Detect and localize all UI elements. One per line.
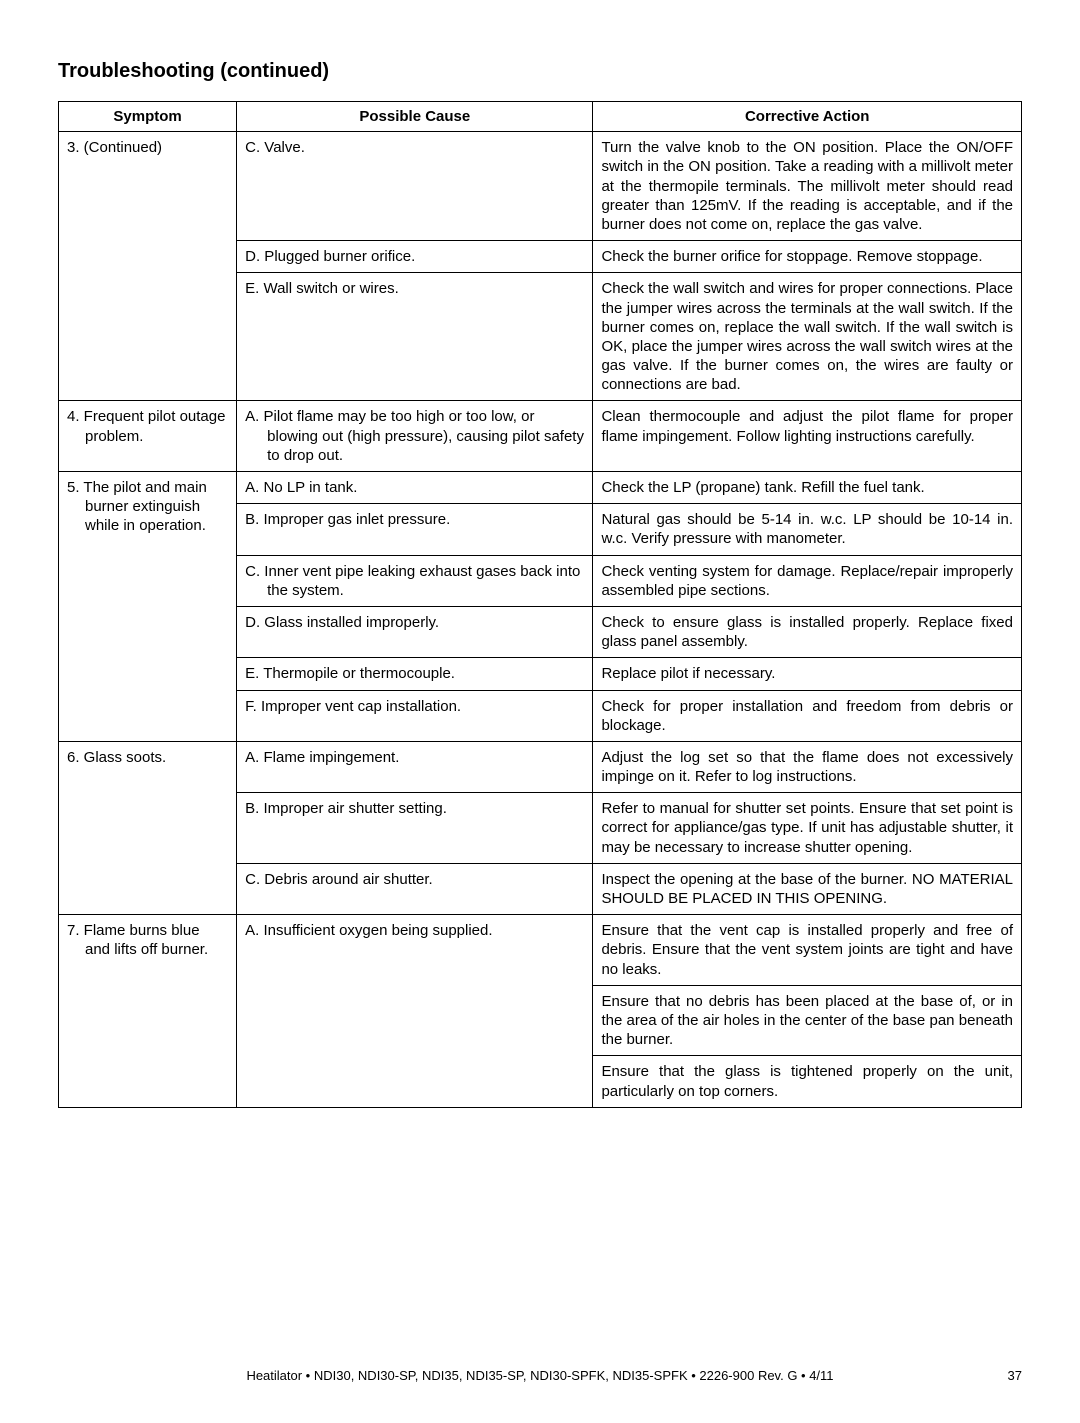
cell-action: Ensure that the glass is tightened prope… [593, 1056, 1022, 1107]
table-row: 3. (Continued)C. Valve.Turn the valve kn… [59, 132, 1022, 241]
table-row: 4. Frequent pilot outage problem.A. Pilo… [59, 401, 1022, 472]
cell-cause: C. Debris around air shutter. [237, 863, 593, 914]
cell-action: Natural gas should be 5-14 in. w.c. LP s… [593, 504, 1022, 555]
cell-cause: C. Inner vent pipe leaking exhaust gases… [237, 555, 593, 606]
cell-action: Check the burner orifice for stoppage. R… [593, 241, 1022, 273]
cell-action: Ensure that no debris has been placed at… [593, 985, 1022, 1056]
cell-action: Check the LP (propane) tank. Refill the … [593, 472, 1022, 504]
cell-cause: B. Improper air shutter setting. [237, 793, 593, 864]
cell-cause: D. Glass installed improperly. [237, 606, 593, 657]
cell-action: Check the wall switch and wires for prop… [593, 273, 1022, 401]
cell-action: Turn the valve knob to the ON position. … [593, 132, 1022, 241]
troubleshooting-table: Symptom Possible Cause Corrective Action… [58, 101, 1022, 1108]
cell-action: Check for proper installation and freedo… [593, 690, 1022, 741]
col-header-cause: Possible Cause [237, 102, 593, 132]
cell-cause: E. Wall switch or wires. [237, 273, 593, 401]
cell-action: Check venting system for damage. Replace… [593, 555, 1022, 606]
cell-cause: C. Valve. [237, 132, 593, 241]
cell-action: Clean thermocouple and adjust the pilot … [593, 401, 1022, 472]
col-header-symptom: Symptom [59, 102, 237, 132]
cell-cause: A. Flame impingement. [237, 741, 593, 792]
cell-symptom: 7. Flame burns blue and lifts off burner… [59, 915, 237, 1108]
cell-symptom: 5. The pilot and main burner extinguish … [59, 472, 237, 742]
cell-cause: A. No LP in tank. [237, 472, 593, 504]
table-row: 7. Flame burns blue and lifts off burner… [59, 915, 1022, 986]
table-row: 6. Glass soots.A. Flame impingement.Adju… [59, 741, 1022, 792]
cell-cause: F. Improper vent cap installation. [237, 690, 593, 741]
col-header-action: Corrective Action [593, 102, 1022, 132]
cell-action: Inspect the opening at the base of the b… [593, 863, 1022, 914]
table-row: 5. The pilot and main burner extinguish … [59, 472, 1022, 504]
footer-page-number: 37 [1008, 1368, 1022, 1383]
cell-cause: B. Improper gas inlet pressure. [237, 504, 593, 555]
cell-cause: A. Insufficient oxygen being supplied. [237, 915, 593, 1108]
cell-action: Check to ensure glass is installed prope… [593, 606, 1022, 657]
cell-action: Ensure that the vent cap is installed pr… [593, 915, 1022, 986]
page-title: Troubleshooting (continued) [58, 60, 1022, 83]
cell-cause: D. Plugged burner orifice. [237, 241, 593, 273]
cell-cause: E. Thermopile or thermocouple. [237, 658, 593, 690]
cell-cause: A. Pilot flame may be too high or too lo… [237, 401, 593, 472]
page-footer: Heatilator • NDI30, NDI30-SP, NDI35, NDI… [58, 1368, 1022, 1383]
cell-action: Refer to manual for shutter set points. … [593, 793, 1022, 864]
cell-action: Replace pilot if necessary. [593, 658, 1022, 690]
cell-action: Adjust the log set so that the flame doe… [593, 741, 1022, 792]
cell-symptom: 6. Glass soots. [59, 741, 237, 914]
footer-text: Heatilator • NDI30, NDI30-SP, NDI35, NDI… [246, 1368, 833, 1383]
cell-symptom: 3. (Continued) [59, 132, 237, 401]
cell-symptom: 4. Frequent pilot outage problem. [59, 401, 237, 472]
